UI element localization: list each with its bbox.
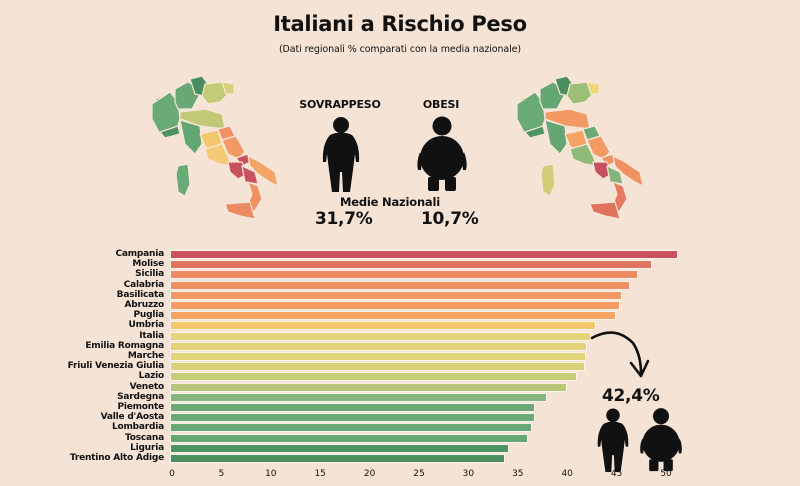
italy-map-overweight-icon [151, 75, 279, 220]
overweight-person-icon [322, 117, 360, 192]
row-label: Toscana [125, 432, 164, 443]
x-tick-label: 20 [363, 469, 376, 479]
x-tick-label: 40 [561, 469, 573, 479]
bar[interactable] [171, 302, 619, 309]
row-label: Friuli Venezia Giulia [67, 361, 165, 372]
row-label: Basilicata [116, 289, 165, 300]
row-label: Trentino Alto Adige [69, 453, 164, 463]
row-label: Puglia [133, 310, 165, 321]
national-overweight-value: 31,7% [315, 209, 373, 229]
bar[interactable] [171, 363, 584, 371]
row-label: Sicilia [135, 269, 164, 280]
row-label: Emilia Romagna [85, 340, 164, 351]
overweight-label: SOVRAPPESO [299, 98, 381, 111]
bar[interactable] [171, 251, 677, 258]
overweight-person-small-icon [597, 408, 629, 472]
bar[interactable] [171, 444, 508, 452]
x-tick-label: 30 [462, 469, 475, 479]
bar[interactable] [171, 291, 621, 299]
national-obese-value: 10,7% [421, 209, 479, 229]
bar[interactable] [171, 393, 547, 401]
row-label: Lazio [138, 371, 165, 382]
x-tick-label: 5 [218, 469, 225, 479]
row-label: Calabria [123, 279, 164, 290]
row-label: Campania [115, 249, 164, 259]
obese-person-icon [417, 116, 467, 191]
x-tick-label: 0 [169, 469, 175, 479]
row-label: Molise [132, 259, 164, 270]
row-label: Valle d'Aosta [100, 412, 165, 423]
row-label: Liguria [130, 442, 164, 453]
x-tick-label: 15 [314, 469, 326, 479]
italia-highlight-value: 42,4% [602, 386, 660, 406]
bar[interactable] [171, 281, 630, 289]
x-tick-label: 50 [660, 469, 672, 479]
x-tick-label: 35 [512, 469, 524, 479]
bar[interactable] [171, 322, 595, 330]
bar[interactable] [171, 455, 504, 462]
row-label: Sardegna [117, 391, 164, 402]
bar[interactable] [171, 414, 534, 422]
x-tick-label: 25 [413, 469, 425, 479]
page-title: Italiani a Rischio Peso [273, 12, 527, 36]
row-label: Piemonte [117, 402, 164, 412]
bar[interactable] [171, 312, 615, 320]
row-label: Abruzzo [124, 300, 164, 310]
bar[interactable] [171, 373, 577, 381]
x-tick-label: 45 [610, 469, 623, 479]
row-label: Veneto [129, 381, 165, 392]
national-average-label: Medie Nazionali [340, 195, 440, 209]
bar[interactable] [171, 271, 638, 279]
x-tick-label: 10 [265, 469, 277, 479]
obese-person-small-icon [640, 408, 682, 472]
page-subtitle: (Dati regionali % comparati con la media… [278, 44, 522, 55]
row-label: Italia [139, 330, 164, 341]
row-label: Marche [127, 351, 164, 361]
bar[interactable] [171, 261, 652, 269]
bar[interactable] [171, 434, 527, 442]
row-label: Umbria [128, 320, 164, 331]
bar[interactable] [171, 383, 567, 391]
row-label: Lombardia [111, 422, 164, 433]
bar[interactable] [171, 424, 531, 432]
curved-arrow-icon [590, 331, 650, 378]
bar[interactable] [171, 404, 534, 411]
bar[interactable] [171, 353, 585, 360]
bar[interactable] [171, 332, 590, 340]
italy-map-obese-icon [516, 75, 644, 220]
obese-label: OBESI [422, 98, 460, 111]
bar[interactable] [171, 342, 586, 350]
